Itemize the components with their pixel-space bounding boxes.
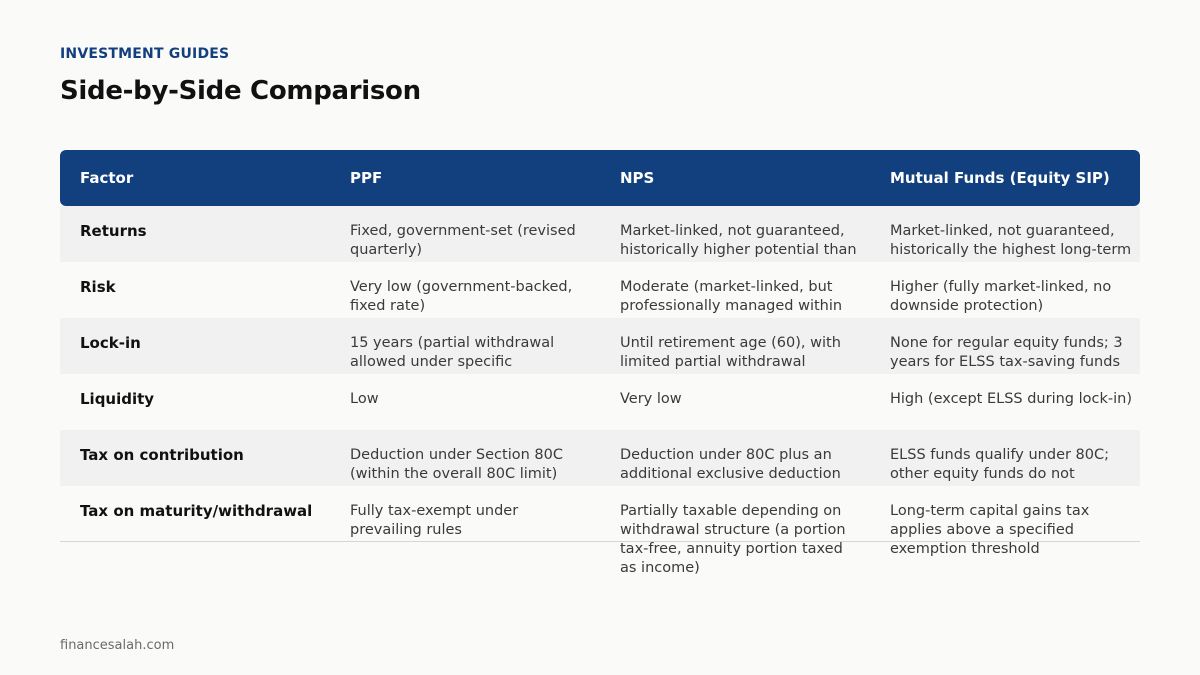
ppf-cell: Fixed, government-set (revised quarterly… [330,206,600,262]
section-eyebrow: INVESTMENT GUIDES [60,46,230,62]
ppf-cell: Very low (government-backed, fixed rate) [330,262,600,318]
nps-cell: Until retirement age (60), with limited … [600,318,870,374]
page-title: Side-by-Side Comparison [60,76,421,106]
mf-cell-text: None for regular equity funds; 3 years f… [890,335,1123,370]
table-row: Lock-in 15 years (partial withdrawal all… [60,318,1140,374]
ppf-cell: Fully tax-exempt under prevailing rules [330,486,600,541]
ppf-cell-text: Fully tax-exempt under prevailing rules [350,503,519,538]
nps-cell: Deduction under 80C plus an additional e… [600,430,870,486]
ppf-cell: Low [330,374,600,430]
nps-cell-text: Until retirement age (60), with limited … [620,335,841,374]
nps-cell: Very low [600,374,870,430]
mf-cell: None for regular equity funds; 3 years f… [870,318,1140,374]
table-row: Returns Fixed, government-set (revised q… [60,206,1140,262]
ppf-cell-text: Deduction under Section 80C (within the … [350,447,563,482]
row-factor: Lock-in [80,334,141,352]
ppf-cell: 15 years (partial withdrawal allowed und… [330,318,600,374]
nps-cell-text: Deduction under 80C plus an additional e… [620,447,841,482]
table-row: Tax on maturity/withdrawal Fully tax-exe… [60,486,1140,576]
footer-source: financesalah.com [60,638,175,653]
mf-cell: Market-linked, not guaranteed, historica… [870,206,1140,262]
nps-cell-text: Market-linked, not guaranteed, historica… [620,223,857,258]
nps-cell: Partially taxable depending on withdrawa… [600,486,870,576]
mf-cell-text: High (except ELSS during lock-in) [890,391,1132,407]
nps-cell-text: Moderate (market-linked, but professiona… [620,279,843,314]
mf-cell: Long-term capital gains tax applies abov… [870,486,1140,557]
column-header-ppf: PPF [350,169,383,187]
mf-cell-text: Long-term capital gains tax applies abov… [890,503,1090,557]
table-header: Factor PPF NPS Mutual Funds (Equity SIP) [60,150,1140,206]
ppf-cell-text: Low [350,391,379,407]
table-row: Risk Very low (government-backed, fixed … [60,262,1140,318]
comparison-table: Factor PPF NPS Mutual Funds (Equity SIP)… [60,150,1140,576]
column-header-mutual-funds: Mutual Funds (Equity SIP) [890,169,1110,187]
nps-cell: Moderate (market-linked, but professiona… [600,262,870,318]
row-factor: Tax on contribution [80,446,244,464]
row-factor: Liquidity [80,390,155,408]
nps-cell-text: Partially taxable depending on withdrawa… [620,503,846,576]
table-row: Tax on contribution Deduction under Sect… [60,430,1140,486]
row-factor: Risk [80,278,116,296]
ppf-cell-text: Fixed, government-set (revised quarterly… [350,223,576,258]
column-header-nps: NPS [620,169,655,187]
mf-cell-text: ELSS funds qualify under 80C; other equi… [890,447,1110,482]
row-factor: Returns [80,222,147,240]
mf-cell: ELSS funds qualify under 80C; other equi… [870,430,1140,486]
ppf-cell-text: 15 years (partial withdrawal allowed und… [350,335,555,374]
mf-cell-text: Higher (fully market-linked, no downside… [890,279,1112,314]
column-header-factor: Factor [80,169,134,187]
ppf-cell: Deduction under Section 80C (within the … [330,430,600,486]
nps-cell: Market-linked, not guaranteed, historica… [600,206,870,262]
mf-cell: Higher (fully market-linked, no downside… [870,262,1140,318]
mf-cell: High (except ELSS during lock-in) [870,374,1140,430]
row-factor: Tax on maturity/withdrawal [80,502,313,520]
nps-cell-text: Very low [620,391,682,407]
ppf-cell-text: Very low (government-backed, fixed rate) [350,279,573,314]
table-row: Liquidity Low Very low High (except ELSS… [60,374,1140,430]
mf-cell-text: Market-linked, not guaranteed, historica… [890,223,1132,258]
